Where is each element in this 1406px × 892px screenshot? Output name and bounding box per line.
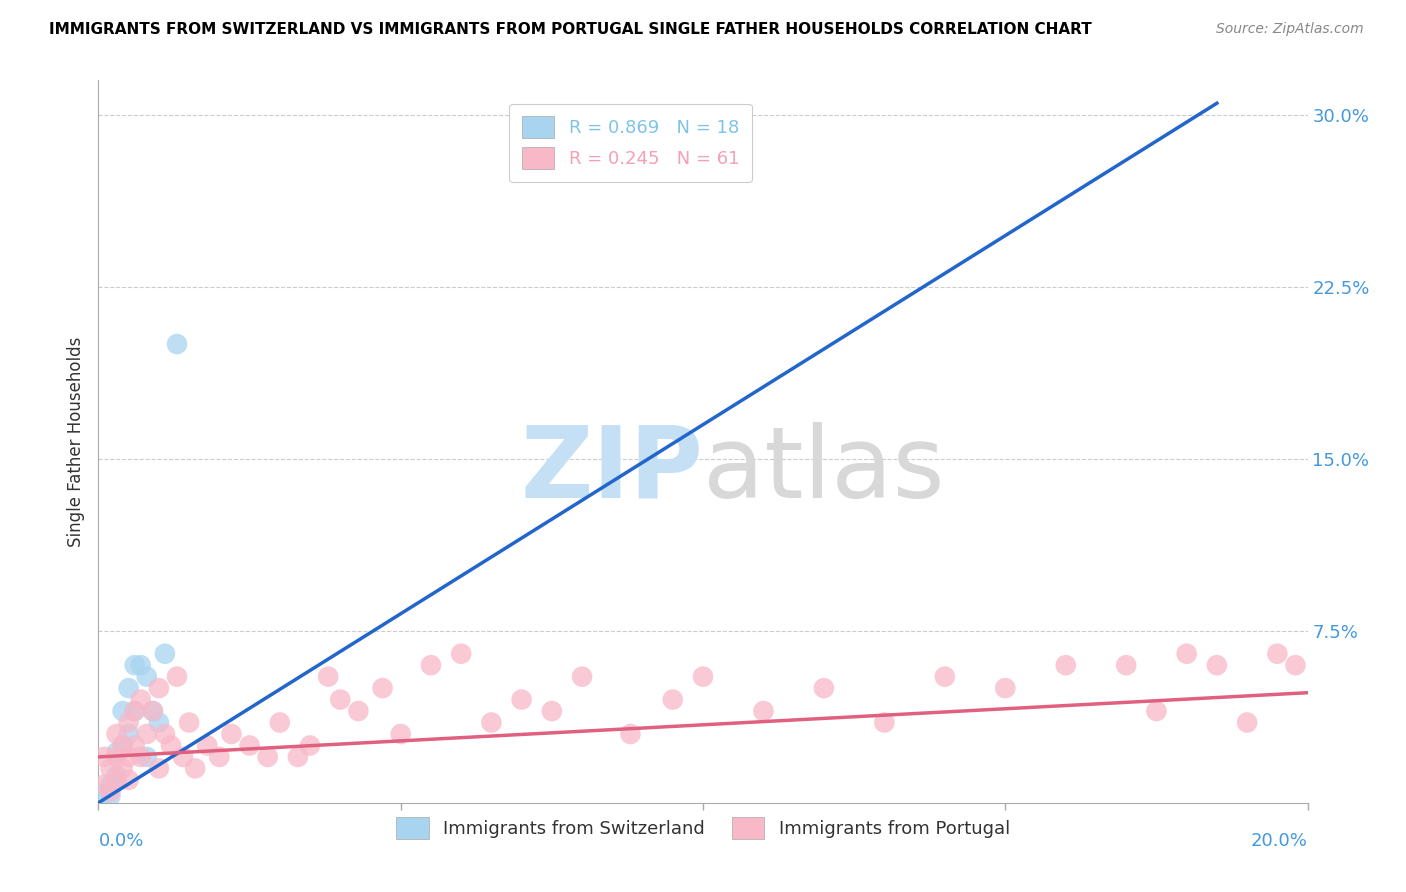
Point — [619, 727, 641, 741]
Point — [142, 704, 165, 718]
Y-axis label: Single Father Households: Single Father Households — [66, 336, 84, 547]
Point — [135, 750, 157, 764]
Point — [100, 777, 122, 791]
Point — [873, 715, 896, 730]
Point — [179, 715, 201, 730]
Point — [105, 768, 128, 782]
Point — [1267, 647, 1289, 661]
Point — [129, 692, 152, 706]
Point — [111, 761, 134, 775]
Point — [239, 739, 262, 753]
Point — [934, 670, 956, 684]
Point — [118, 750, 141, 764]
Point — [100, 789, 122, 803]
Point — [316, 670, 339, 684]
Point — [172, 750, 194, 764]
Text: atlas: atlas — [703, 422, 945, 519]
Point — [153, 727, 176, 741]
Point — [450, 647, 472, 661]
Text: 20.0%: 20.0% — [1251, 831, 1308, 850]
Point — [148, 761, 170, 775]
Point — [124, 739, 146, 753]
Point — [166, 337, 188, 351]
Point — [1144, 704, 1167, 718]
Point — [287, 750, 309, 764]
Point — [1284, 658, 1306, 673]
Point — [371, 681, 394, 695]
Point — [118, 715, 141, 730]
Point — [111, 739, 134, 753]
Point — [118, 727, 141, 741]
Point — [100, 761, 122, 775]
Point — [1236, 715, 1258, 730]
Point — [329, 692, 352, 706]
Point — [692, 670, 714, 684]
Point — [148, 681, 170, 695]
Point — [135, 727, 157, 741]
Point — [129, 750, 152, 764]
Point — [510, 692, 533, 706]
Text: ZIP: ZIP — [520, 422, 703, 519]
Point — [420, 658, 443, 673]
Point — [481, 715, 503, 730]
Point — [129, 658, 152, 673]
Point — [105, 727, 128, 741]
Point — [105, 772, 128, 787]
Point — [153, 647, 176, 661]
Point — [100, 784, 122, 798]
Point — [752, 704, 775, 718]
Point — [105, 750, 128, 764]
Point — [142, 704, 165, 718]
Point — [994, 681, 1017, 695]
Point — [135, 670, 157, 684]
Point — [111, 739, 134, 753]
Point — [124, 704, 146, 718]
Point — [347, 704, 370, 718]
Point — [299, 739, 322, 753]
Point — [256, 750, 278, 764]
Point — [208, 750, 231, 764]
Point — [111, 704, 134, 718]
Point — [160, 739, 183, 753]
Point — [118, 772, 141, 787]
Point — [813, 681, 835, 695]
Text: Source: ZipAtlas.com: Source: ZipAtlas.com — [1216, 22, 1364, 37]
Point — [105, 745, 128, 759]
Point — [124, 658, 146, 673]
Point — [1175, 647, 1198, 661]
Point — [124, 704, 146, 718]
Point — [571, 670, 593, 684]
Point — [540, 704, 562, 718]
Point — [221, 727, 243, 741]
Text: 0.0%: 0.0% — [98, 831, 143, 850]
Point — [1115, 658, 1137, 673]
Point — [195, 739, 218, 753]
Point — [184, 761, 207, 775]
Point — [1206, 658, 1229, 673]
Point — [93, 750, 115, 764]
Legend: Immigrants from Switzerland, Immigrants from Portugal: Immigrants from Switzerland, Immigrants … — [384, 805, 1022, 852]
Point — [93, 777, 115, 791]
Point — [118, 681, 141, 695]
Point — [1054, 658, 1077, 673]
Point — [166, 670, 188, 684]
Text: IMMIGRANTS FROM SWITZERLAND VS IMMIGRANTS FROM PORTUGAL SINGLE FATHER HOUSEHOLDS: IMMIGRANTS FROM SWITZERLAND VS IMMIGRANT… — [49, 22, 1092, 37]
Point — [269, 715, 291, 730]
Point — [148, 715, 170, 730]
Point — [93, 787, 115, 801]
Point — [389, 727, 412, 741]
Point — [661, 692, 683, 706]
